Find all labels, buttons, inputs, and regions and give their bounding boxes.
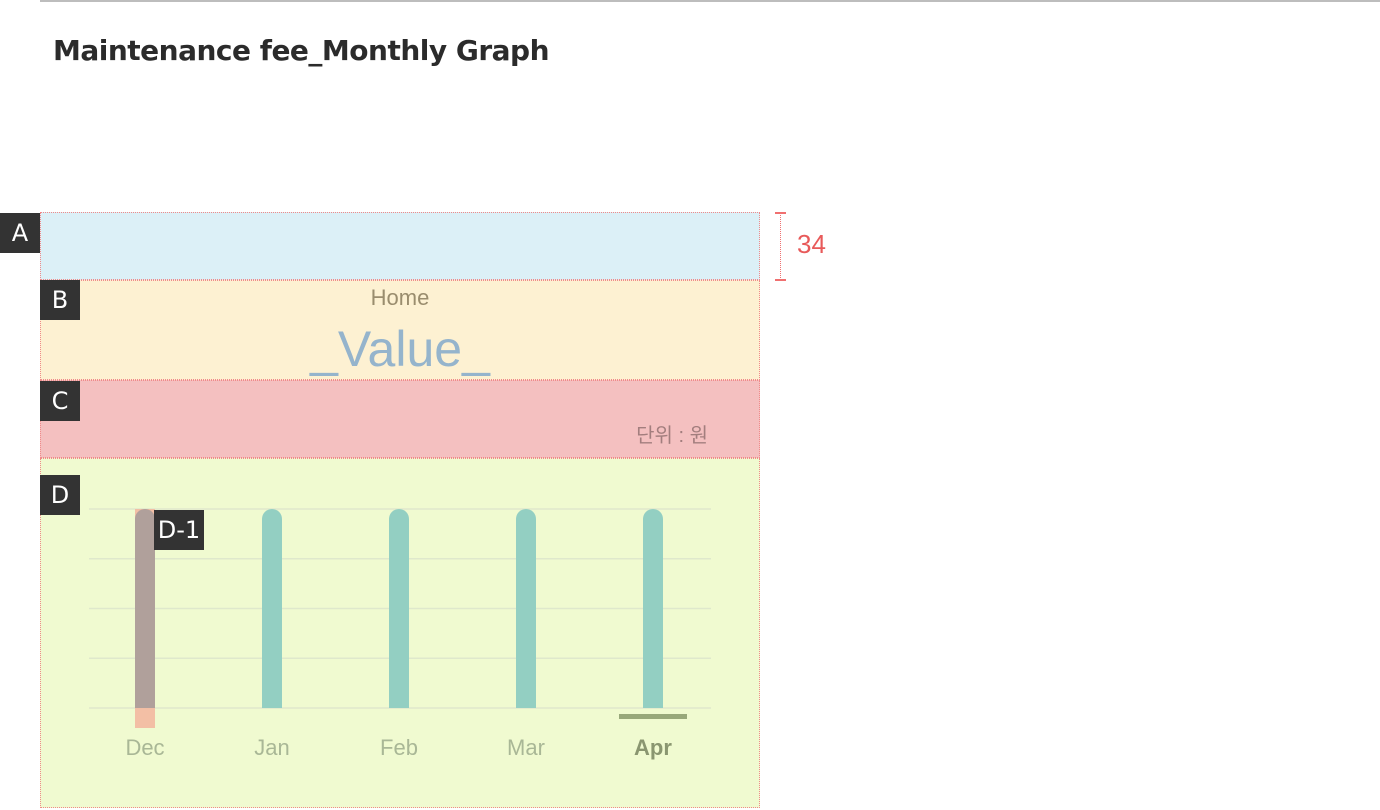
month-label-jan: Jan [254,735,289,760]
region-c-unit [40,380,760,458]
tag-c: C [40,381,80,421]
bar-apr [643,509,663,708]
month-label-dec: Dec [125,735,164,760]
bar-jan [262,509,282,708]
page-title: Maintenance fee_Monthly Graph [53,34,550,67]
tag-d1: D-1 [154,510,204,550]
tag-a: A [0,213,40,253]
tag-b: B [40,280,80,320]
home-label: Home [370,285,430,310]
bar-mar [516,509,536,708]
month-label-feb: Feb [380,735,418,760]
region-b-summary [40,280,760,380]
month-label-apr: Apr [634,735,672,760]
height-dimension-label: 34 [797,229,826,259]
top-divider [40,0,1380,2]
tag-d: D [40,475,80,515]
region-a-header [40,212,760,280]
bar-feb [389,509,409,708]
height-dimension-marker [775,212,786,281]
unit-label: 단위 : 원 [636,425,708,447]
value-placeholder: _Value_ [310,321,490,377]
monthly-bar-chart: Dec Jan Feb Mar Apr [89,508,711,760]
bar-dec [135,509,155,708]
active-month-indicator [619,714,687,719]
month-label-mar: Mar [507,735,545,760]
